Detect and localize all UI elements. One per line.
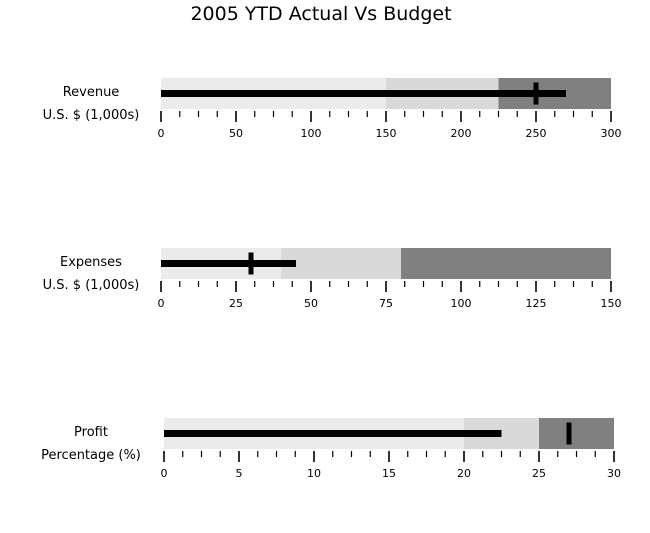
profit-unit-label: Percentage (%) bbox=[41, 448, 141, 463]
profit-tick-label: 5 bbox=[236, 467, 243, 480]
profit-label: Profit bbox=[74, 425, 108, 440]
revenue-tick-label: 100 bbox=[301, 127, 322, 140]
expenses-tick-label: 100 bbox=[451, 297, 472, 310]
revenue-target-marker bbox=[533, 82, 539, 105]
revenue-tick-label: 300 bbox=[601, 127, 622, 140]
profit-range-3 bbox=[539, 418, 614, 449]
profit-tick-label: 25 bbox=[532, 467, 546, 480]
profit-tick-label: 10 bbox=[307, 467, 321, 480]
expenses-range-2 bbox=[281, 248, 401, 279]
expenses-tick-label: 150 bbox=[601, 297, 622, 310]
expenses-tick-label: 0 bbox=[158, 297, 165, 310]
profit-tick-label: 30 bbox=[607, 467, 621, 480]
revenue-unit-label: U.S. $ (1,000s) bbox=[43, 108, 140, 123]
expenses-unit-label: U.S. $ (1,000s) bbox=[43, 278, 140, 293]
profit-tick-label: 0 bbox=[161, 467, 168, 480]
expenses-range-3 bbox=[401, 248, 611, 279]
profit-target-marker bbox=[566, 422, 572, 445]
profit-tick-label: 15 bbox=[382, 467, 396, 480]
revenue-tick-label: 200 bbox=[451, 127, 472, 140]
revenue-tick-label: 250 bbox=[526, 127, 547, 140]
revenue-actual-bar bbox=[161, 90, 566, 97]
expenses-tick-label: 50 bbox=[304, 297, 318, 310]
revenue-tick-label: 150 bbox=[376, 127, 397, 140]
revenue-tick-label: 0 bbox=[158, 127, 165, 140]
expenses-tick-label: 125 bbox=[526, 297, 547, 310]
chart-title: 2005 YTD Actual Vs Budget bbox=[190, 3, 452, 25]
revenue-label: Revenue bbox=[63, 85, 120, 100]
expenses-tick-label: 75 bbox=[379, 297, 393, 310]
expenses-tick-label: 25 bbox=[229, 297, 243, 310]
profit-tick-label: 20 bbox=[457, 467, 471, 480]
expenses-label: Expenses bbox=[60, 255, 122, 270]
expenses-actual-bar bbox=[161, 260, 296, 267]
expenses-target-marker bbox=[248, 252, 254, 275]
profit-actual-bar bbox=[164, 430, 502, 437]
revenue-tick-label: 50 bbox=[229, 127, 243, 140]
